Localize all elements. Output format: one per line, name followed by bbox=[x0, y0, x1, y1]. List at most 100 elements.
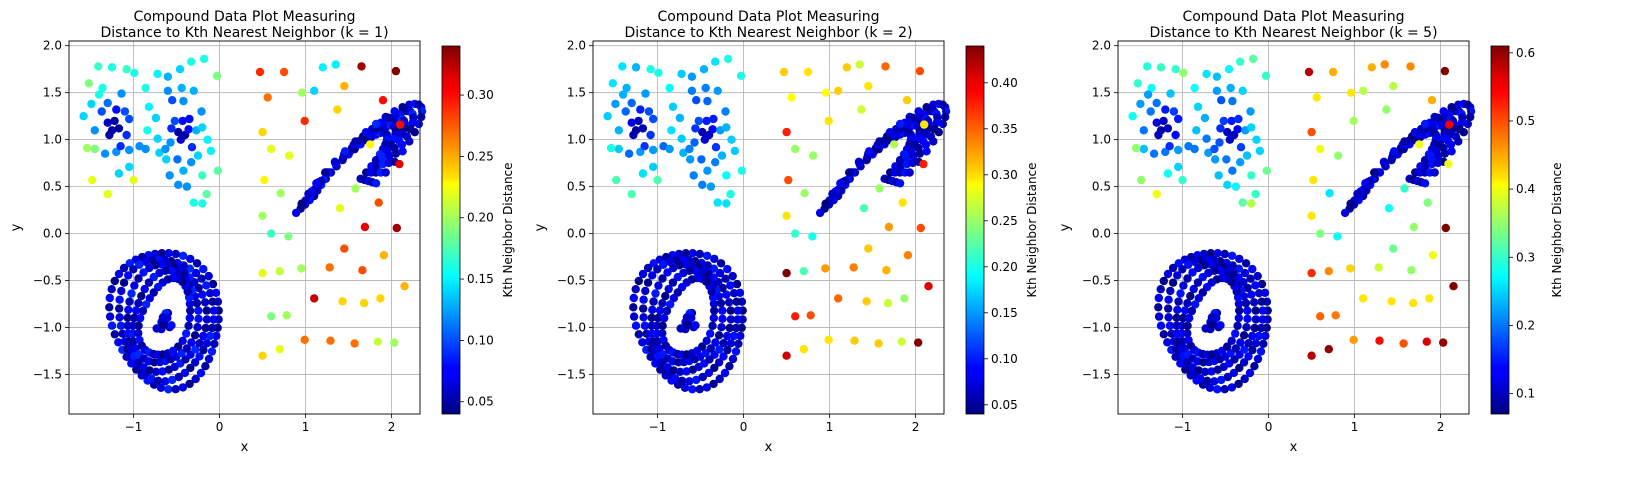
data-point bbox=[98, 83, 107, 93]
data-point bbox=[1147, 83, 1156, 93]
data-point bbox=[636, 105, 645, 114]
data-point bbox=[1248, 54, 1258, 64]
data-point bbox=[782, 351, 791, 360]
data-point bbox=[1217, 96, 1226, 105]
data-point bbox=[205, 331, 215, 341]
data-point bbox=[658, 299, 667, 308]
data-point bbox=[1174, 297, 1183, 306]
data-point bbox=[179, 96, 188, 106]
data-point bbox=[709, 114, 718, 124]
data-point bbox=[1242, 323, 1251, 332]
data-point bbox=[107, 321, 117, 330]
data-point bbox=[864, 147, 874, 156]
y-tick-label: −1.0 bbox=[1082, 321, 1111, 335]
data-point bbox=[151, 113, 161, 123]
data-point bbox=[902, 153, 911, 163]
data-point bbox=[881, 62, 890, 71]
data-point bbox=[1430, 112, 1439, 122]
data-point bbox=[1309, 175, 1318, 185]
data-point bbox=[1346, 88, 1356, 97]
data-point bbox=[638, 269, 648, 279]
data-point bbox=[1186, 291, 1195, 301]
data-point bbox=[376, 294, 385, 303]
data-point bbox=[143, 126, 152, 135]
data-point bbox=[1255, 146, 1265, 156]
data-point bbox=[190, 358, 200, 367]
data-point bbox=[732, 323, 741, 333]
data-point bbox=[321, 168, 330, 177]
data-point bbox=[291, 208, 301, 218]
data-point bbox=[124, 305, 133, 314]
data-point bbox=[1258, 315, 1267, 324]
data-point bbox=[1334, 151, 1343, 160]
data-point bbox=[392, 223, 401, 233]
colorbar-tick-label: 0.10 bbox=[991, 352, 1018, 366]
data-point bbox=[1447, 103, 1456, 112]
data-point bbox=[1231, 329, 1240, 338]
data-point bbox=[1235, 306, 1244, 315]
data-point bbox=[732, 297, 741, 306]
data-point bbox=[1183, 329, 1192, 338]
data-point bbox=[199, 331, 208, 341]
data-point bbox=[1154, 312, 1164, 321]
data-point bbox=[1257, 279, 1267, 289]
data-point bbox=[191, 345, 200, 354]
data-point bbox=[1316, 312, 1325, 321]
y-tick-label: 0.5 bbox=[567, 180, 586, 194]
data-point bbox=[624, 149, 634, 158]
x-tick-label: 2 bbox=[388, 420, 396, 434]
data-point bbox=[414, 119, 423, 129]
data-point bbox=[390, 107, 399, 116]
data-point bbox=[1164, 295, 1173, 304]
y-tick-label: −0.5 bbox=[1082, 274, 1111, 288]
data-point bbox=[1194, 263, 1203, 273]
data-point bbox=[724, 298, 734, 307]
data-point bbox=[920, 120, 929, 129]
data-point bbox=[1241, 298, 1251, 308]
data-point bbox=[1194, 294, 1204, 303]
data-point bbox=[140, 284, 149, 294]
data-point bbox=[875, 184, 884, 193]
data-point bbox=[202, 339, 212, 348]
y-axis-label: y bbox=[533, 223, 548, 231]
data-point bbox=[1239, 331, 1249, 340]
data-point bbox=[391, 149, 401, 158]
data-point bbox=[1463, 119, 1473, 129]
data-point bbox=[145, 366, 154, 375]
data-point bbox=[145, 263, 154, 273]
data-point bbox=[1446, 140, 1456, 149]
data-point bbox=[361, 128, 371, 137]
data-point bbox=[648, 271, 657, 280]
data-point bbox=[669, 263, 678, 273]
data-point bbox=[898, 198, 907, 207]
colorbar bbox=[441, 45, 461, 415]
x-tick-label: −1 bbox=[1174, 420, 1192, 434]
data-point bbox=[1434, 151, 1443, 160]
data-point bbox=[1240, 374, 1249, 384]
data-point bbox=[673, 272, 682, 282]
data-point bbox=[916, 223, 925, 233]
data-point bbox=[279, 67, 289, 77]
data-point bbox=[787, 93, 796, 102]
data-point bbox=[1169, 107, 1179, 116]
data-point bbox=[694, 116, 703, 126]
data-point bbox=[1233, 321, 1242, 330]
data-point bbox=[381, 168, 390, 177]
data-point bbox=[258, 127, 267, 137]
data-point bbox=[110, 330, 120, 339]
y-tick-label: −1.5 bbox=[1082, 368, 1111, 382]
data-point bbox=[690, 138, 699, 147]
data-point bbox=[1399, 339, 1408, 348]
data-point bbox=[142, 300, 151, 309]
data-point bbox=[723, 264, 732, 274]
data-point bbox=[1133, 79, 1143, 88]
data-point bbox=[130, 281, 139, 290]
data-point bbox=[668, 278, 678, 287]
data-point bbox=[110, 276, 120, 286]
data-point bbox=[115, 295, 124, 304]
data-point bbox=[351, 137, 360, 146]
data-point bbox=[1304, 67, 1314, 77]
data-point bbox=[333, 105, 342, 114]
data-point bbox=[883, 298, 893, 308]
data-point bbox=[171, 385, 180, 394]
